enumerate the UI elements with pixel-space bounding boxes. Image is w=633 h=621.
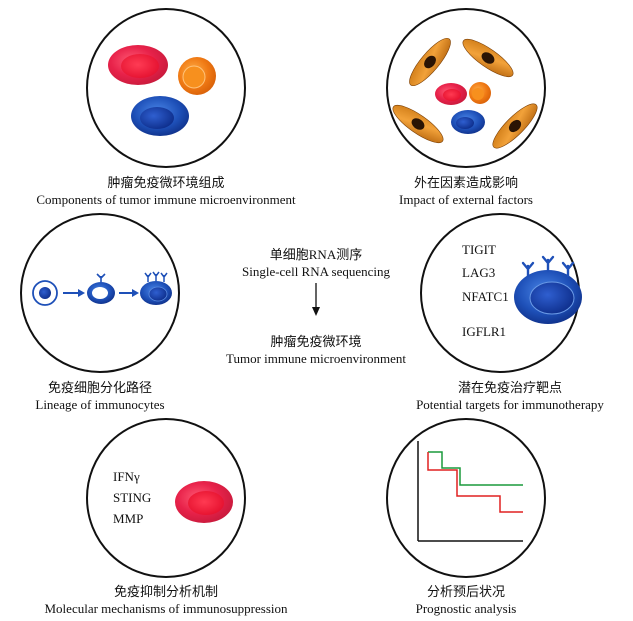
- mechanism-sting: STING: [113, 490, 152, 505]
- center-bottom-zh: 肿瘤免疫微环境: [270, 334, 362, 349]
- caption-lineage-zh: 免疫细胞分化路径: [47, 380, 152, 395]
- target-gene-lag3: LAG3: [462, 265, 496, 280]
- fibroblast-bottom-right: [492, 103, 538, 149]
- center-arrow: [312, 283, 320, 316]
- caption-targets-zh: 潜在免疫治疗靶点: [457, 380, 562, 395]
- lineage-arrow-1: [63, 289, 85, 297]
- caption-components: 肿瘤免疫微环境组成 Components of tumor immune mic…: [6, 174, 326, 208]
- mechanism-red-cell: [175, 481, 233, 523]
- center-top-label: 单细胞RNA测序 Single-cell RNA sequencing: [206, 246, 426, 280]
- target-gene-tigit: TIGIT: [462, 242, 496, 257]
- caption-prognosis-en: Prognostic analysis: [415, 601, 517, 616]
- red-tumor-cell: [108, 45, 168, 85]
- panel-circle-mechanisms: [86, 418, 246, 578]
- center-bottom-label: 肿瘤免疫微环境 Tumor immune microenvironment: [196, 333, 436, 367]
- caption-mechanisms-zh: 免疫抑制分析机制: [113, 584, 218, 599]
- caption-mechanisms-en: Molecular mechanisms of immunosuppressio…: [44, 601, 288, 616]
- fibroblast-bottom-left: [392, 104, 444, 144]
- caption-targets-en: Potential targets for immunotherapy: [416, 397, 604, 412]
- caption-lineage-en: Lineage of immunocytes: [35, 397, 165, 412]
- mechanism-mmp: MMP: [113, 511, 144, 526]
- target-gene-nfatc1: NFATC1: [462, 289, 509, 304]
- caption-external: 外在因素造成影响 Impact of external factors: [336, 174, 596, 208]
- fibroblast-top-left: [409, 38, 451, 86]
- survival-curve-red: [427, 452, 523, 513]
- blue-immune-cell: [131, 96, 189, 136]
- mechanism-ifng: IFNγ: [113, 469, 140, 484]
- progenitor-cell: [87, 273, 115, 304]
- orange-cell-small: [469, 82, 491, 104]
- caption-prognosis: 分析预后状况 Prognostic analysis: [366, 583, 566, 617]
- center-top-en: Single-cell RNA sequencing: [241, 264, 391, 279]
- center-bottom-en: Tumor immune microenvironment: [225, 351, 407, 366]
- caption-targets: 潜在免疫治疗靶点 Potential targets for immunothe…: [395, 379, 625, 413]
- caption-components-zh: 肿瘤免疫微环境组成: [107, 175, 225, 190]
- caption-external-zh: 外在因素造成影响: [413, 175, 518, 190]
- target-gene-igflr1: IGFLR1: [462, 324, 507, 339]
- survival-curve-green: [428, 451, 523, 486]
- caption-mechanisms: 免疫抑制分析机制 Molecular mechanisms of immunos…: [6, 583, 326, 617]
- center-top-zh: 单细胞RNA测序: [269, 247, 363, 262]
- caption-external-en: Impact of external factors: [399, 192, 533, 207]
- caption-components-en: Components of tumor immune microenvironm…: [36, 192, 296, 207]
- stem-cell: [32, 280, 58, 306]
- fibroblast-top-right: [462, 38, 514, 78]
- red-tumor-cell-small: [435, 83, 467, 105]
- mature-immune-cell: [140, 271, 172, 305]
- target-immune-cell: [514, 255, 582, 324]
- survival-plot: [417, 441, 523, 542]
- caption-prognosis-zh: 分析预后状况: [426, 584, 505, 599]
- orange-cell: [178, 57, 216, 95]
- panel-circle-components: [86, 8, 246, 168]
- caption-lineage: 免疫细胞分化路径 Lineage of immunocytes: [0, 379, 200, 413]
- blue-immune-cell-small: [451, 110, 485, 134]
- panel-circle-prognosis: [386, 418, 546, 578]
- panel-circle-external: [386, 8, 546, 168]
- lineage-arrow-2: [119, 289, 139, 297]
